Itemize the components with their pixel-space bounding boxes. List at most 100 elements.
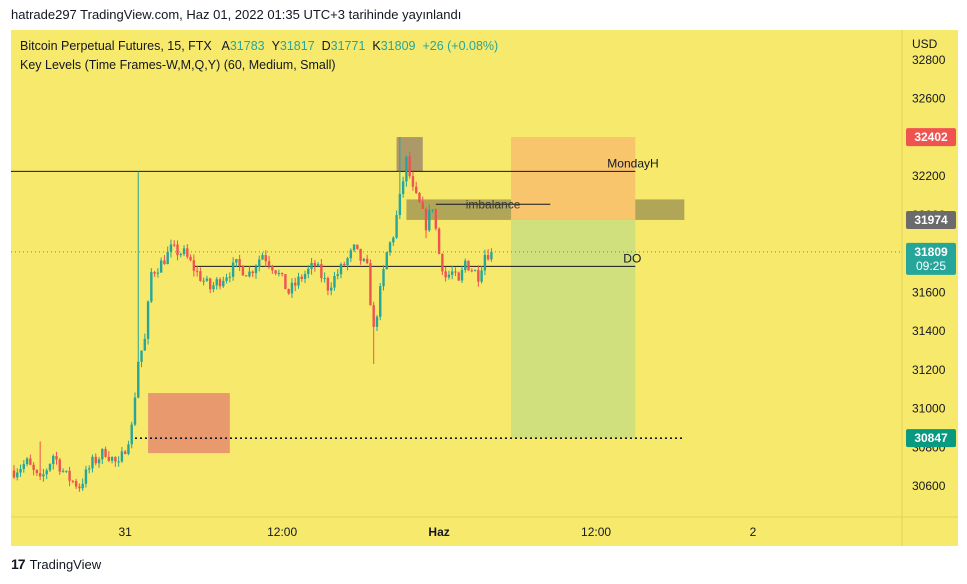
candle-body[interactable] [173,244,176,246]
candle-body[interactable] [490,251,493,260]
candle-body[interactable] [215,279,218,286]
candle-body[interactable] [52,455,55,465]
candle-body[interactable] [277,272,281,274]
candle-body[interactable] [45,470,48,475]
candle-body[interactable] [65,470,68,472]
candle-body[interactable] [238,259,241,266]
demand-zone[interactable] [148,393,230,454]
candle-body[interactable] [222,280,225,287]
candle-body[interactable] [120,451,124,462]
candle-body[interactable] [123,451,127,454]
candle-body[interactable] [74,480,78,487]
candle-body[interactable] [310,262,313,269]
candle-body[interactable] [150,272,153,302]
candle-body[interactable] [68,470,71,481]
candle-body[interactable] [372,305,375,327]
chart-frame[interactable]: MondayH DO imbalance USD 30600 30800 31000 3120… [11,30,958,546]
candle-body[interactable] [101,448,104,460]
candle-body[interactable] [192,260,196,271]
candle-body[interactable] [392,237,395,243]
candle-body[interactable] [71,480,75,482]
candle-body[interactable] [38,473,42,477]
candle-body[interactable] [411,176,415,187]
candle-body[interactable] [473,270,477,272]
candle-body[interactable] [362,258,366,261]
candle-body[interactable] [267,261,271,267]
candle-body[interactable] [339,264,343,275]
candle-body[interactable] [280,272,284,275]
candle-body[interactable] [346,258,349,266]
candle-body[interactable] [258,259,261,267]
candle-body[interactable] [202,280,205,282]
candle-body[interactable] [212,285,215,290]
candle-body[interactable] [84,469,88,484]
candle-body[interactable] [441,253,444,272]
candle-body[interactable] [241,265,245,276]
legend-indicator[interactable]: Key Levels (Time Frames-W,M,Q,Y) (60, Me… [20,58,336,72]
candle-body[interactable] [186,248,189,257]
candle-body[interactable] [110,457,114,461]
candle-body[interactable] [375,316,379,327]
target-zone[interactable] [511,219,636,439]
candlestick-chart[interactable]: MondayHDOimbalanceUSD3060030800310003120… [11,30,958,546]
candle-body[interactable] [343,264,346,266]
price-tag-30847[interactable] [906,429,956,448]
candle-body[interactable] [326,278,330,291]
candle-body[interactable] [300,276,303,279]
candle-body[interactable] [156,272,160,274]
candle-body[interactable] [447,274,451,278]
candle-body[interactable] [48,464,52,471]
candle-body[interactable] [58,459,61,472]
candle-body[interactable] [16,472,19,478]
candle-body[interactable] [209,278,212,290]
candle-body[interactable] [25,458,29,465]
candle-body[interactable] [401,181,405,194]
candle-body[interactable] [418,192,421,203]
candle-body[interactable] [35,469,39,474]
candle-body[interactable] [55,455,58,460]
candle-body[interactable] [140,350,143,362]
candle-body[interactable] [333,276,336,288]
candle-body[interactable] [163,260,166,265]
candle-body[interactable] [356,244,359,249]
candle-body[interactable] [454,271,457,273]
candle-body[interactable] [143,338,146,351]
candle-body[interactable] [146,301,150,339]
candle-body[interactable] [450,271,454,275]
candle-body[interactable] [388,242,392,253]
candle-body[interactable] [225,277,228,281]
candle-body[interactable] [228,276,232,278]
candle-body[interactable] [251,271,254,274]
candle-body[interactable] [12,470,16,478]
candle-body[interactable] [460,269,464,281]
candle-body[interactable] [313,262,317,267]
candle-body[interactable] [287,289,290,294]
candle-body[interactable] [431,209,434,211]
candle-body[interactable] [483,254,487,271]
price-tag-32402[interactable] [906,128,956,147]
candle-body[interactable] [205,278,209,281]
candle-body[interactable] [195,270,199,272]
candle-body[interactable] [117,461,120,463]
candle-body[interactable] [398,193,402,216]
candle-body[interactable] [133,397,137,425]
candle-body[interactable] [379,286,382,317]
candle-body[interactable] [235,259,238,263]
tradingview-brand[interactable]: TradingView [29,556,102,572]
candle-body[interactable] [199,271,202,281]
candle-body[interactable] [464,260,467,270]
candle-body[interactable] [137,361,140,398]
candle-body[interactable] [323,278,326,280]
candle-body[interactable] [284,274,287,290]
candle-body[interactable] [153,272,156,274]
candle-body[interactable] [405,156,408,182]
candle-body[interactable] [231,262,235,277]
candle-body[interactable] [179,254,182,256]
candle-body[interactable] [189,256,192,261]
candle-body[interactable] [176,244,179,256]
candle-body[interactable] [329,287,333,291]
candle-body[interactable] [382,269,385,287]
candle-body[interactable] [444,271,447,278]
candle-body[interactable] [91,456,94,469]
candle-body[interactable] [365,258,369,264]
